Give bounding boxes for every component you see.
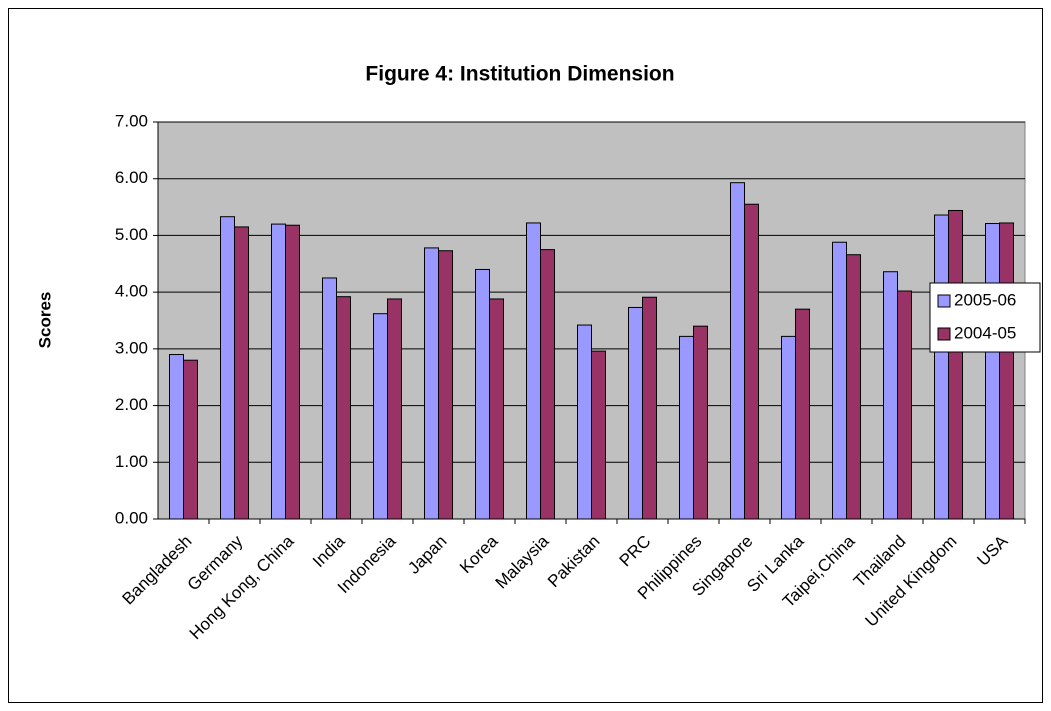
legend-swatch xyxy=(937,294,951,308)
y-tick-label: 1.00 xyxy=(115,452,148,471)
bar xyxy=(744,203,759,520)
bar xyxy=(781,335,796,520)
chart-title: Figure 4: Institution Dimension xyxy=(365,63,674,86)
bar xyxy=(934,214,949,520)
legend-label: 2005-06 xyxy=(954,290,1016,309)
bar xyxy=(846,254,861,520)
bar xyxy=(336,296,351,520)
bar xyxy=(526,222,541,520)
bar xyxy=(577,324,592,520)
bar xyxy=(169,354,184,520)
bar xyxy=(948,209,963,520)
bar xyxy=(999,222,1014,520)
y-tick-label: 0.00 xyxy=(115,508,148,527)
y-tick-label: 6.00 xyxy=(115,168,148,187)
bar xyxy=(475,268,490,520)
bar xyxy=(832,241,847,520)
bar xyxy=(897,290,912,520)
y-tick-label: 7.00 xyxy=(115,111,148,130)
y-axis-label: Scores xyxy=(35,292,54,349)
bar xyxy=(489,298,504,520)
bar xyxy=(628,306,643,520)
bar xyxy=(540,249,555,520)
y-tick-label: 5.00 xyxy=(115,225,148,244)
bar xyxy=(271,223,286,520)
y-tick-label: 3.00 xyxy=(115,338,148,357)
y-tick-label: 4.00 xyxy=(115,282,148,301)
bar xyxy=(985,223,1000,520)
bar xyxy=(883,271,898,520)
bar xyxy=(220,216,235,520)
bar xyxy=(679,335,694,520)
bar xyxy=(387,298,402,520)
bar xyxy=(234,226,249,520)
bar xyxy=(693,325,708,520)
bar xyxy=(795,308,810,520)
y-tick-label: 2.00 xyxy=(115,395,148,414)
bar xyxy=(438,250,453,520)
bar xyxy=(285,224,300,520)
bar xyxy=(424,247,439,520)
bar xyxy=(322,277,337,520)
legend-swatch xyxy=(937,327,951,341)
bar xyxy=(183,359,198,520)
bar xyxy=(642,296,657,520)
bar xyxy=(373,313,388,520)
bar xyxy=(730,182,745,520)
legend-label: 2004-05 xyxy=(954,323,1016,342)
bar xyxy=(591,350,606,520)
